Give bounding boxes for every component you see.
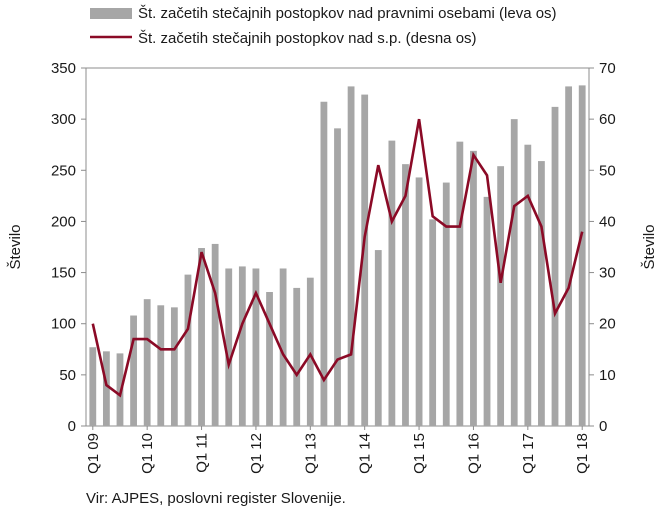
bar (170, 307, 178, 426)
bar (279, 268, 287, 426)
bar (225, 268, 233, 426)
x-tick-label: Q1 16 (465, 433, 482, 474)
bar (483, 196, 491, 426)
bar (102, 351, 110, 426)
source-note: Vir: AJPES, poslovni register Slovenije. (86, 490, 346, 507)
bar (374, 250, 382, 426)
legend-label-line: Št. začetih stečajnih postopkov nad s.p.… (138, 30, 477, 47)
right-tick-label: 30 (599, 265, 616, 282)
bar (578, 85, 586, 426)
bar (184, 274, 192, 426)
left-tick-label: 50 (59, 367, 76, 384)
bar (252, 268, 260, 426)
x-tick-label: Q1 10 (139, 433, 156, 474)
bar (143, 299, 151, 426)
right-axis-ticks: 0 10 20 30 40 50 60 70 (589, 60, 616, 435)
left-tick-label: 300 (51, 111, 76, 128)
bar (429, 219, 437, 426)
bar (116, 353, 124, 426)
bar (524, 144, 532, 426)
right-tick-label: 20 (599, 316, 616, 333)
left-axis-ticks: 0 50 100 150 200 250 300 350 (51, 60, 86, 435)
bar (211, 243, 219, 426)
right-tick-label: 60 (599, 111, 616, 128)
line-series (91, 118, 584, 398)
right-axis-title: Število (641, 224, 658, 269)
left-tick-label: 150 (51, 265, 76, 282)
bar (565, 86, 573, 426)
bar (415, 177, 423, 426)
x-tick-label: Q1 12 (248, 433, 265, 474)
right-tick-label: 50 (599, 162, 616, 179)
right-tick-label: 0 (599, 418, 607, 435)
bar (320, 101, 328, 426)
legend-swatch-bars (90, 8, 132, 19)
left-tick-label: 250 (51, 162, 76, 179)
legend: Št. začetih stečajnih postopkov nad prav… (90, 5, 557, 47)
x-tick-label: Q1 17 (520, 433, 537, 474)
bar (266, 292, 273, 426)
x-tick-label: Q1 11 (194, 433, 211, 473)
right-tick-label: 10 (599, 367, 616, 384)
left-tick-label: 350 (51, 60, 76, 77)
x-tick-label: Q1 09 (85, 433, 102, 474)
left-tick-label: 200 (51, 213, 76, 230)
bar (388, 140, 396, 426)
bar (198, 248, 205, 426)
bar (497, 166, 505, 426)
bar (442, 182, 450, 426)
bar (89, 347, 97, 426)
right-tick-label: 40 (599, 213, 616, 230)
bar (551, 106, 559, 427)
bar (347, 86, 355, 426)
x-tick-label: Q1 14 (357, 433, 374, 474)
bar (306, 277, 314, 426)
bar-series (89, 85, 586, 427)
bar (538, 161, 545, 426)
x-tick-label: Q1 18 (574, 433, 591, 474)
bar (510, 119, 518, 426)
bar (361, 94, 369, 426)
line-path (91, 118, 584, 398)
x-tick-label: Q1 13 (302, 433, 319, 474)
legend-label-bars: Št. začetih stečajnih postopkov nad prav… (138, 5, 557, 22)
bar (130, 315, 137, 426)
left-axis-title: Število (7, 224, 24, 269)
bar (470, 150, 477, 426)
left-tick-label: 100 (51, 316, 76, 333)
x-tick-label: Q1 15 (411, 433, 428, 474)
bar (293, 287, 301, 426)
bar (334, 128, 341, 426)
bar (238, 266, 246, 426)
bar (157, 305, 165, 426)
bar (402, 164, 409, 426)
left-tick-label: 0 (68, 418, 76, 435)
right-tick-label: 70 (599, 60, 616, 77)
bar (456, 141, 464, 426)
x-axis-ticks: Q1 09 Q1 10 Q1 11 Q1 12 Q1 13 Q1 14 Q1 15 Q1 16… (85, 426, 591, 474)
